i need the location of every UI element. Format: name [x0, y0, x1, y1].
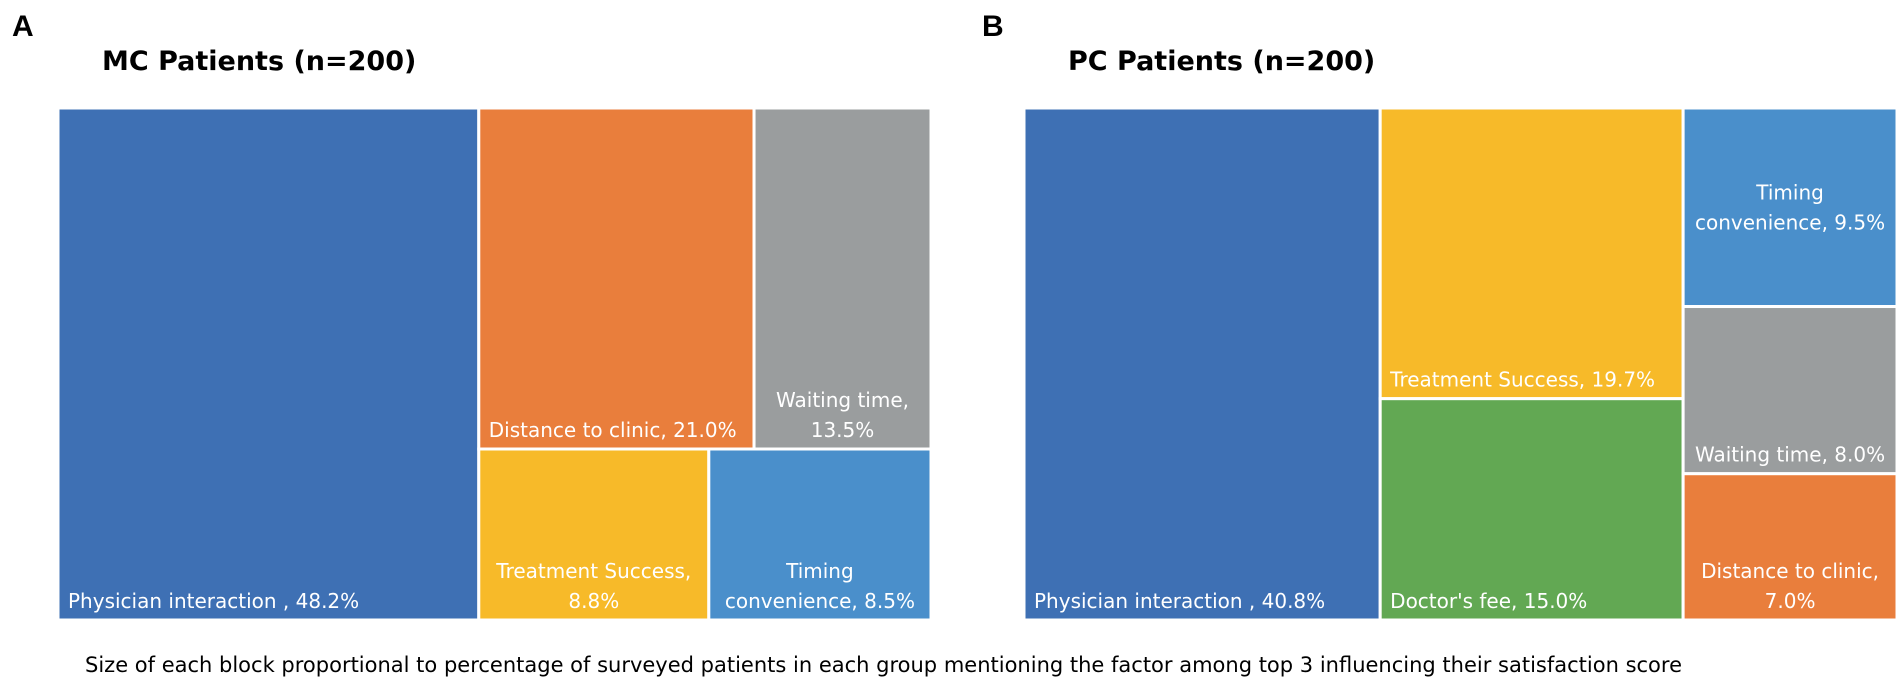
- tile-label-waiting-time: Waiting time, 13.5%: [776, 388, 909, 442]
- tile-label-distance-to-clinic: Distance to clinic, 21.0%: [489, 418, 737, 442]
- tile-rect-treatment-success: [1378, 106, 1685, 401]
- tile-waiting-time: Waiting time, 13.5%: [752, 106, 933, 451]
- tile-physician-interaction: Physician interaction , 48.2%: [56, 106, 481, 622]
- tile-rect-physician-interaction: [1022, 106, 1382, 622]
- tile-timing-convenience: Timing convenience, 8.5%: [707, 447, 933, 622]
- tile-timing-convenience: Timing convenience, 9.5%: [1681, 106, 1899, 309]
- tile-treatment-success: Treatment Success, 19.7%: [1378, 106, 1685, 401]
- panel-letter-b: B: [982, 10, 1004, 43]
- tile-label-distance-to-clinic: Distance to clinic, 7.0%: [1701, 559, 1879, 613]
- tile-treatment-success: Treatment Success, 8.8%: [477, 447, 711, 622]
- treemap-canvas: Physician interaction , 48.2% Distance to…: [56, 106, 1899, 622]
- tile-label-doctor-s-fee: Doctor's fee, 15.0%: [1390, 589, 1587, 613]
- tile-label-waiting-time: Waiting time, 8.0%: [1695, 443, 1885, 467]
- panel-letter-a: A: [12, 10, 34, 43]
- tile-rect-timing-convenience: [1681, 106, 1899, 309]
- tile-rect-distance-to-clinic: [477, 106, 756, 451]
- tile-doctor-s-fee: Doctor's fee, 15.0%: [1378, 397, 1685, 622]
- chart-caption: Size of each block proportional to perce…: [85, 653, 1682, 677]
- chart-title-pc: PC Patients (n=200): [1068, 46, 1376, 77]
- tile-distance-to-clinic: Distance to clinic, 7.0%: [1681, 472, 1899, 622]
- tile-rect-doctor-s-fee: [1378, 397, 1685, 622]
- tile-label-physician-interaction: Physician interaction , 48.2%: [68, 589, 359, 613]
- tile-label-physician-interaction: Physician interaction , 40.8%: [1034, 589, 1325, 613]
- tile-label-timing-convenience: Timing convenience, 8.5%: [725, 559, 915, 613]
- chart-title-mc: MC Patients (n=200): [102, 46, 417, 77]
- tile-waiting-time: Waiting time, 8.0%: [1681, 305, 1899, 476]
- tile-rect-timing-convenience: [707, 447, 933, 622]
- tile-rect-distance-to-clinic: [1681, 472, 1899, 622]
- tile-label-treatment-success: Treatment Success, 19.7%: [1389, 368, 1655, 392]
- tile-label-timing-convenience: Timing convenience, 9.5%: [1695, 180, 1885, 234]
- tile-rect-physician-interaction: [56, 106, 481, 622]
- tile-physician-interaction: Physician interaction , 40.8%: [1022, 106, 1382, 622]
- tile-distance-to-clinic: Distance to clinic, 21.0%: [477, 106, 756, 451]
- tile-label-treatment-success: Treatment Success, 8.8%: [495, 559, 691, 613]
